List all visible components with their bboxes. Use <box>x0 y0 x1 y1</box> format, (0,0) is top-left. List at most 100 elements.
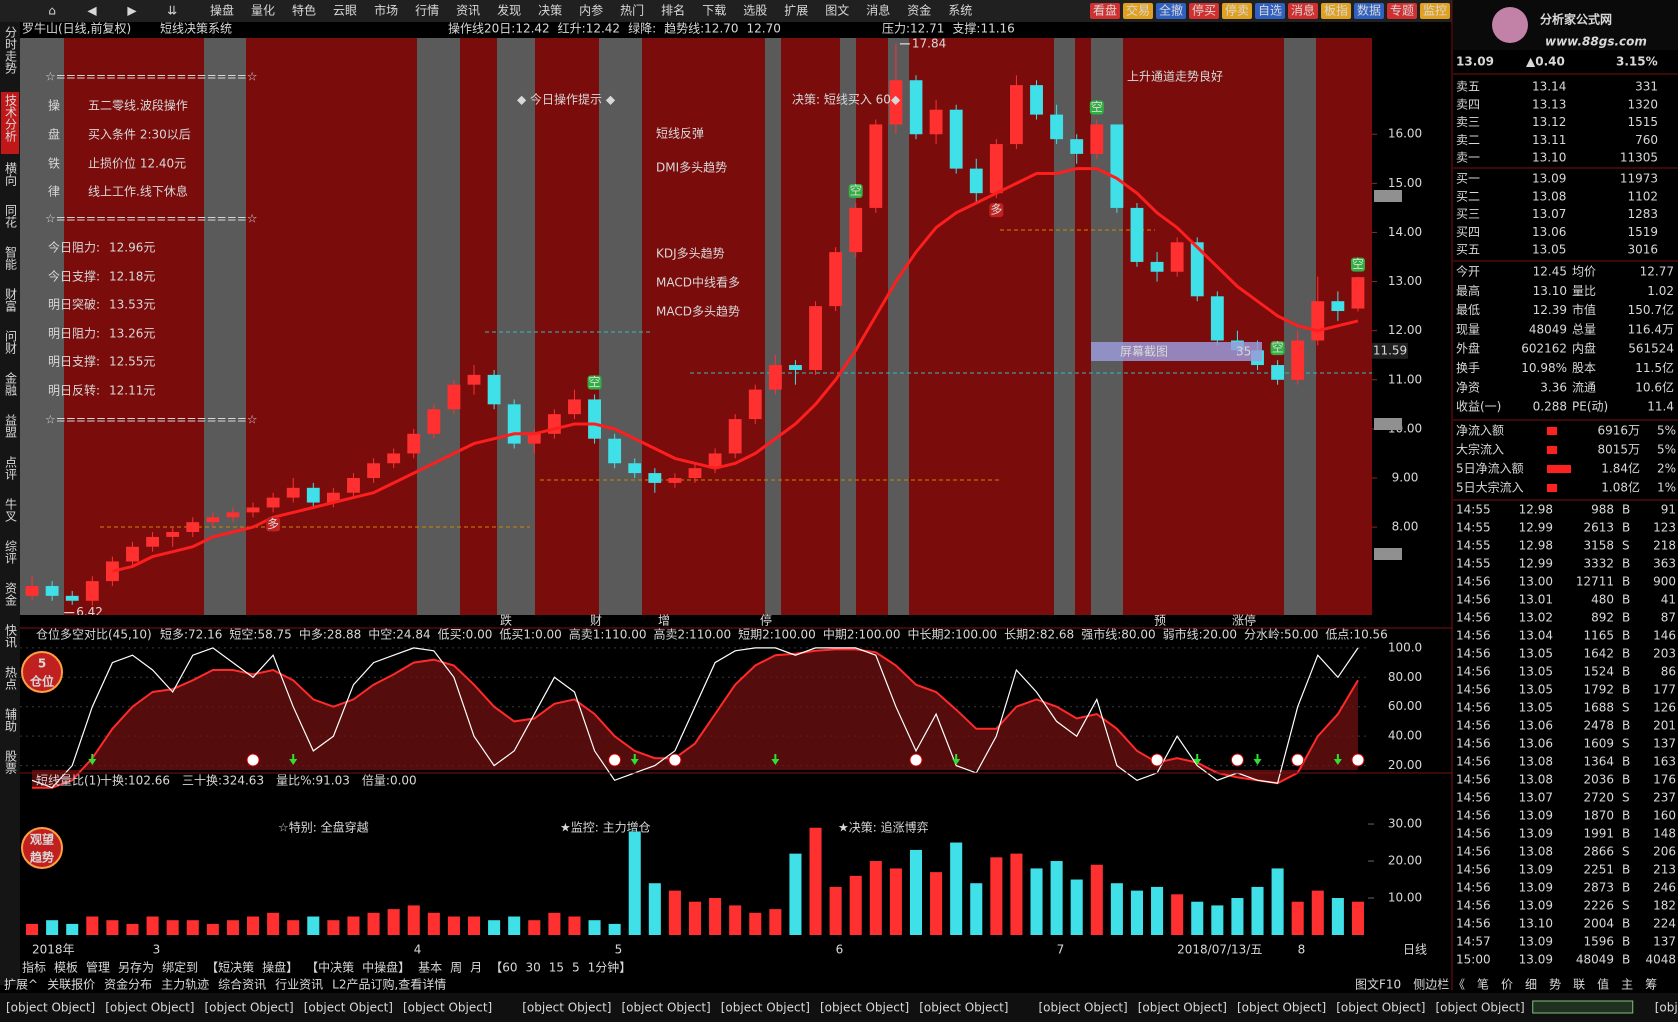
toolbar-item[interactable]: 15 <box>549 961 564 975</box>
side-link[interactable]: 主 <box>1621 978 1633 992</box>
side-tab[interactable]: 热点 <box>4 666 18 690</box>
side-link[interactable]: 细 <box>1525 978 1537 992</box>
menu-item[interactable]: 热门 <box>620 3 644 18</box>
price-pct: 3.15% <box>1616 55 1658 69</box>
side-tab[interactable]: 综评 <box>4 540 18 564</box>
menu-item[interactable]: 云眼 <box>333 4 357 18</box>
side-tab[interactable]: 财富 <box>4 288 18 313</box>
link-item[interactable]: 关联报价 <box>47 977 95 992</box>
tick-volume: 1596 <box>1583 935 1614 949</box>
toolbar-item[interactable]: 绑定到 <box>162 960 198 975</box>
menu-item[interactable]: 决策 <box>538 4 562 18</box>
menu-item[interactable]: 特色 <box>292 3 316 18</box>
tick-volume: 2613 <box>1583 521 1614 535</box>
toolbar-button[interactable] <box>1222 3 1252 19</box>
side-link[interactable]: 图文F10 <box>1355 977 1401 992</box>
tick-price: 12.99 <box>1519 557 1553 571</box>
side-tab[interactable]: 问财 <box>4 330 18 354</box>
toolbar-button[interactable] <box>1090 3 1120 19</box>
link-item[interactable]: 资金分布 <box>104 977 152 992</box>
menu-item[interactable]: 图文 <box>825 3 849 18</box>
toolbar-item[interactable]: 【60 <box>490 961 517 975</box>
side-link[interactable]: 价 <box>1501 978 1513 992</box>
link-item[interactable]: 综合资讯 <box>218 977 266 992</box>
tick-count: 176 <box>1653 773 1676 787</box>
nav-icon[interactable]: ▶ <box>127 4 137 18</box>
side-tab[interactable]: 技术分析 <box>4 94 18 143</box>
toolbar-button[interactable] <box>1420 3 1450 19</box>
link-item[interactable]: 扩展^ <box>4 978 38 992</box>
ask-volume: 331 <box>1635 80 1658 94</box>
toolbar-item[interactable]: 1分钟】 <box>588 960 632 975</box>
menu-item[interactable]: 选股 <box>743 4 767 18</box>
side-tab[interactable]: 辅助 <box>4 708 18 732</box>
toolbar-button[interactable] <box>1255 3 1285 19</box>
side-link[interactable]: 筹 <box>1645 978 1657 992</box>
nav-icon[interactable]: ⇊ <box>167 4 177 18</box>
menu-item[interactable]: 资金 <box>907 3 931 18</box>
menu-item[interactable]: 扩展 <box>784 4 808 18</box>
toolbar-item[interactable]: 中操盘】 <box>362 960 410 975</box>
side-tab[interactable]: 益盟 <box>4 414 18 438</box>
menu-item[interactable]: 排名 <box>661 3 685 18</box>
menu-item[interactable]: 发现 <box>497 3 521 18</box>
menu-item[interactable]: 操盘 <box>210 3 234 18</box>
toolbar-item[interactable]: 30 <box>525 961 540 975</box>
toolbar-item[interactable]: 【中决策 <box>306 960 354 975</box>
menu-item[interactable]: 量化 <box>251 4 275 18</box>
toolbar-button[interactable] <box>1354 3 1384 19</box>
toolbar-button[interactable] <box>1387 3 1417 19</box>
menu-item[interactable]: 消息 <box>866 3 890 18</box>
stat-value: 11.5亿 <box>1635 360 1674 375</box>
side-tab[interactable]: 金融 <box>4 371 18 397</box>
tick-price: 13.10 <box>1519 917 1553 931</box>
tick-time: 14:56 <box>1456 755 1491 769</box>
side-link[interactable]: 势 <box>1549 978 1561 992</box>
side-link[interactable]: 笔 <box>1477 977 1489 992</box>
menu-item[interactable]: 下载 <box>702 4 726 18</box>
nav-icon[interactable]: ◀ <box>87 4 97 18</box>
side-tab[interactable]: 牛叉 <box>4 497 18 522</box>
toolbar-item[interactable]: 管理 <box>86 960 110 975</box>
side-tab[interactable]: 分时走势 <box>4 26 18 74</box>
menu-item[interactable]: 资讯 <box>456 4 480 18</box>
toolbar-item[interactable]: 周 <box>450 961 462 975</box>
side-link[interactable]: 联 <box>1573 978 1585 992</box>
toolbar-item[interactable]: 操盘】 <box>262 960 298 975</box>
side-tab[interactable]: 智能 <box>4 245 18 270</box>
y-tick-label: 11.00 <box>1388 372 1422 386</box>
toolbar-item[interactable]: 5 <box>572 961 580 975</box>
side-tab[interactable]: 点评 <box>4 456 18 480</box>
toolbar-button[interactable] <box>1189 3 1219 19</box>
side-tab[interactable]: 股票 <box>4 750 18 774</box>
menu-item[interactable]: 内参 <box>579 3 603 18</box>
toolbar-item[interactable]: 月 <box>470 961 482 975</box>
side-tab[interactable]: 同花 <box>4 204 18 229</box>
toolbar-item[interactable]: 指标 <box>22 960 46 975</box>
link-item[interactable]: 主力轨迹 <box>161 978 209 992</box>
flow-value: 1.84亿 <box>1601 461 1640 476</box>
y-tick-label: 15.00 <box>1388 176 1422 190</box>
toolbar-item[interactable]: 模板 <box>54 961 78 975</box>
side-tab[interactable]: 快讯 <box>4 624 18 649</box>
toolbar-button[interactable] <box>1156 3 1186 19</box>
toolbar-item[interactable]: 另存为 <box>118 961 154 975</box>
tick-side: B <box>1622 773 1630 787</box>
logo-bg <box>1453 0 1678 50</box>
side-tab[interactable]: 横向 <box>4 162 18 186</box>
side-tab[interactable]: 资金 <box>4 582 18 606</box>
annotation: 决策: 短线买入 60◆ <box>792 93 901 107</box>
toolbar-item[interactable]: 【短决策 <box>206 961 254 975</box>
nav-icon[interactable]: ⌂ <box>48 4 56 18</box>
menu-item[interactable]: 市场 <box>374 3 398 18</box>
toolbar-item[interactable]: 基本 <box>418 961 442 975</box>
side-link[interactable]: 值 <box>1597 977 1609 992</box>
menu-item[interactable]: 系统 <box>948 4 972 18</box>
side-link[interactable]: 侧边栏 《 <box>1413 977 1465 992</box>
toolbar-button[interactable] <box>1288 3 1318 19</box>
link-item[interactable]: L2产品订购,查看详情 <box>332 977 446 992</box>
toolbar-button[interactable] <box>1321 3 1351 19</box>
link-item[interactable]: 行业资讯 <box>275 978 323 992</box>
toolbar-button[interactable] <box>1123 3 1153 19</box>
menu-item[interactable]: 行情 <box>415 4 439 18</box>
